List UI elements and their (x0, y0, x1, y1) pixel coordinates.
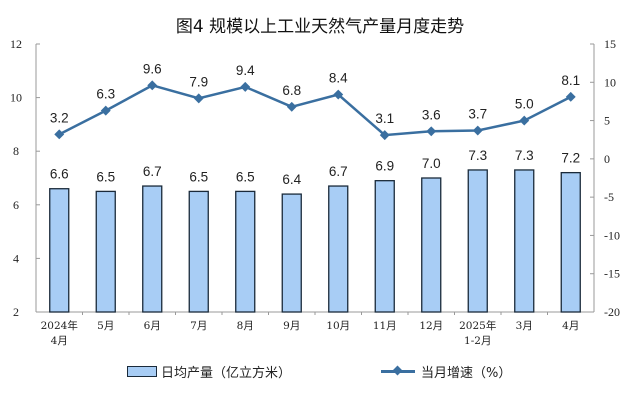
bar-value-label: 7.0 (422, 156, 441, 171)
right-tick-label: 0 (604, 152, 610, 166)
bar-value-label: 7.2 (561, 151, 580, 166)
x-tick-label: 8月 (237, 320, 254, 332)
bar-value-label: 7.3 (515, 148, 534, 163)
line-marker (193, 93, 204, 104)
bar-value-label: 6.7 (329, 164, 348, 179)
bar (421, 177, 442, 313)
line-swatch-icon (381, 370, 415, 373)
bar-value-label: 6.7 (143, 164, 162, 179)
bar (49, 188, 70, 313)
line-value-label: 9.6 (143, 61, 162, 76)
right-tick-label: 15 (604, 37, 616, 51)
x-tick-label: 3月 (516, 320, 533, 332)
bar (142, 185, 163, 313)
legend-item-bar: 日均产量（亿立方米） (127, 362, 291, 381)
x-tick-label: 1-2月 (464, 335, 491, 347)
line-marker (472, 125, 483, 136)
x-tick-label: 9月 (283, 320, 300, 332)
left-tick-label: 8 (13, 144, 19, 158)
bar-value-label: 6.4 (282, 172, 301, 187)
line-value-label: 7.9 (189, 74, 208, 89)
bar-swatch-icon (127, 366, 157, 377)
bar-value-label: 6.9 (375, 159, 394, 174)
line-marker (379, 130, 390, 141)
line-marker (147, 80, 158, 91)
bar-value-label: 6.6 (50, 167, 69, 182)
x-tick-label: 4月 (51, 335, 68, 347)
bar-value-label: 6.5 (189, 169, 208, 184)
bar (235, 190, 256, 313)
x-tick-label: 10月 (326, 320, 350, 332)
bar (328, 185, 349, 313)
right-tick-label: 5 (604, 114, 610, 128)
line-value-label: 3.2 (50, 110, 69, 125)
right-tick-label: 10 (604, 75, 616, 89)
growth-line (58, 84, 572, 137)
bar (514, 169, 535, 313)
right-tick-label: -5 (604, 190, 614, 204)
x-tick-label: 5月 (97, 320, 114, 332)
chart-title: 图4 规模以上工业天然气产量月度走势 (175, 17, 465, 37)
line-value-label: 8.4 (329, 71, 348, 86)
line-value-label: 3.6 (422, 107, 441, 122)
x-tick-label: 7月 (190, 320, 207, 332)
x-tick-label: 11月 (373, 320, 397, 332)
legend-line-label: 当月增速（%） (421, 366, 512, 381)
bar (95, 190, 116, 313)
left-tick-label: 6 (13, 198, 19, 212)
line-marker (240, 81, 251, 92)
x-tick-label: 2025年 (459, 319, 496, 332)
bar-value-label: 6.5 (96, 169, 115, 184)
bar (560, 171, 581, 313)
right-tick-label: -15 (604, 267, 620, 281)
line-value-label: 9.4 (236, 63, 255, 78)
right-tick-label: -20 (604, 305, 620, 319)
line-value-label: 8.1 (561, 73, 580, 88)
line-marker (565, 91, 576, 102)
line-value-label: 6.8 (282, 83, 301, 98)
bar (374, 180, 395, 313)
legend-item-line: 当月增速（%） (381, 362, 511, 381)
x-tick-label: 12月 (419, 320, 443, 332)
line-value-label: 3.1 (375, 111, 394, 126)
line-value-label: 6.3 (96, 87, 115, 102)
x-tick-label: 6月 (144, 320, 161, 332)
line-value-label: 3.7 (468, 107, 487, 122)
bar (281, 193, 302, 313)
line-marker (519, 115, 530, 126)
line-marker (286, 101, 297, 112)
line-marker (426, 126, 437, 137)
right-tick-label: -10 (604, 228, 620, 242)
legend-bar-label: 日均产量（亿立方米） (161, 366, 292, 381)
line-value-label: 5.0 (515, 97, 534, 112)
left-tick-label: 10 (10, 91, 22, 105)
bar (467, 169, 488, 313)
line-marker (54, 129, 65, 140)
left-tick-label: 12 (10, 37, 22, 51)
line-marker (100, 105, 111, 116)
left-tick-label: 2 (13, 305, 19, 319)
bar-value-label: 6.5 (236, 169, 255, 184)
left-tick-label: 4 (13, 251, 19, 265)
x-tick-label: 4月 (562, 320, 579, 332)
x-tick-label: 2024年 (41, 319, 78, 332)
bar-value-label: 7.3 (468, 148, 487, 163)
bar (188, 190, 209, 313)
